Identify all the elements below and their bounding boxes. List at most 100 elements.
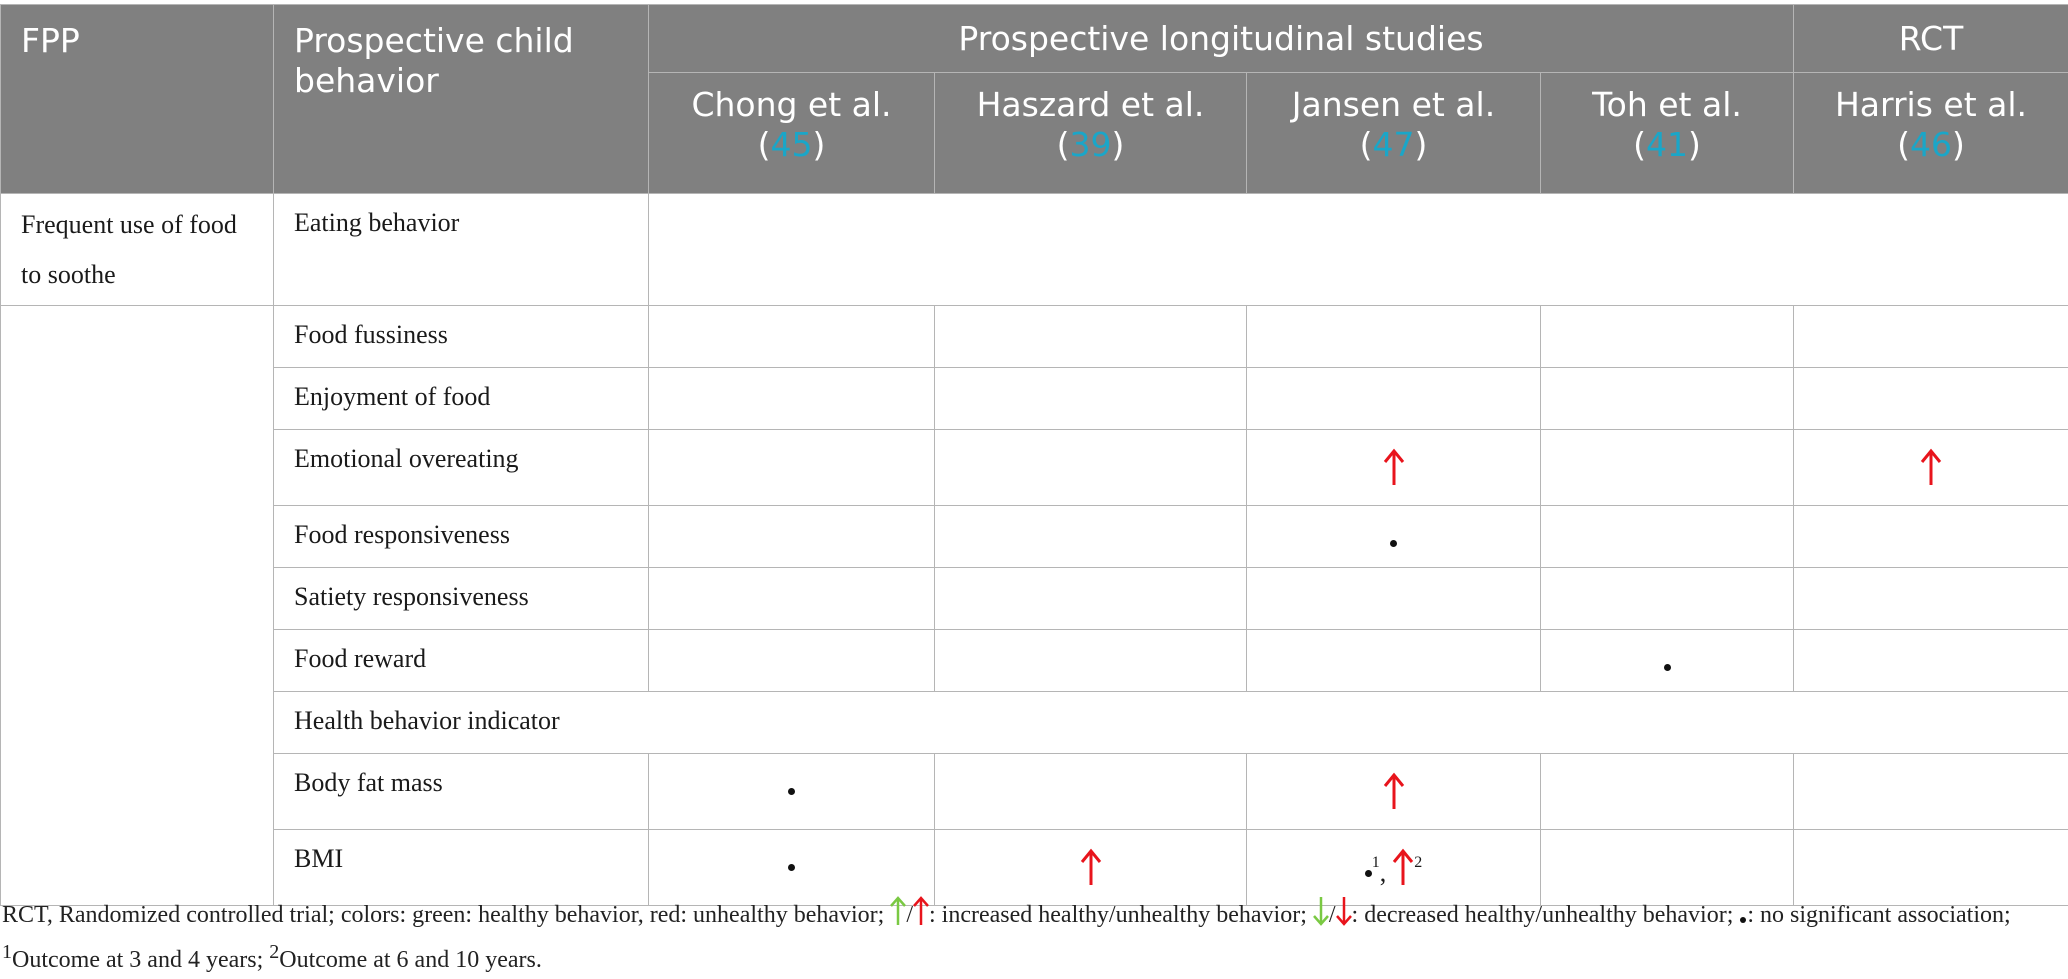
table-row: Body fat mass	[1, 753, 2068, 830]
table-row: Food responsiveness	[1, 505, 2068, 568]
table-container: FPP Prospective child behavior Prospecti…	[0, 4, 2068, 906]
table-row: Emotional overeating	[1, 429, 2068, 506]
result-cell	[648, 367, 935, 430]
study-ref-link[interactable]: 39	[1069, 125, 1112, 164]
section-health-behavior: Health behavior indicator	[273, 691, 2068, 754]
note-text: : decreased healthy/unhealthy behavior;	[1351, 902, 1734, 928]
result-cell	[648, 429, 935, 506]
note-text: RCT, Randomized controlled trial; colors…	[2, 902, 885, 928]
cell-sep: ,	[1379, 858, 1387, 887]
result-cell	[934, 367, 1247, 430]
study-ref-link[interactable]: 47	[1372, 125, 1415, 164]
header-rct-group: RCT	[1793, 4, 2068, 73]
header-study-chong: Chong et al. (45)	[648, 72, 935, 194]
result-cell: 1, 2	[1246, 829, 1541, 906]
result-cell	[648, 305, 935, 368]
table-row: Health behavior indicator	[1, 691, 2068, 754]
result-cell	[648, 505, 935, 568]
result-cell	[934, 829, 1247, 906]
result-cell	[648, 629, 935, 692]
note-sup: 2	[269, 941, 280, 963]
note-text: Outcome at 3 and 4 years;	[12, 947, 264, 973]
behavior-label: Emotional overeating	[273, 429, 649, 506]
header-longitudinal-group: Prospective longitudinal studies	[648, 4, 1794, 73]
results-table: FPP Prospective child behavior Prospecti…	[0, 4, 2068, 906]
fpp-cell: Frequent use of food to soothe	[0, 193, 274, 306]
section-eating-behavior: Eating behavior	[273, 193, 649, 306]
study-name: Harris et al.	[1834, 85, 2028, 124]
empty-cell	[648, 193, 2068, 306]
result-cell	[1793, 505, 2068, 568]
table-row: Satiety responsiveness	[1, 567, 2068, 630]
note-slash: /	[1328, 902, 1336, 928]
behavior-label: Food fussiness	[273, 305, 649, 368]
result-cell	[934, 505, 1247, 568]
result-cell	[1793, 753, 2068, 830]
result-cell	[1793, 629, 2068, 692]
result-cell	[934, 629, 1247, 692]
note-text: : increased healthy/unhealthy behavior;	[929, 902, 1307, 928]
dot-icon	[1739, 902, 1747, 928]
result-cell	[1246, 629, 1541, 692]
cell-sup: 2	[1414, 854, 1423, 871]
table-row: Frequent use of food to soothe Eating be…	[0, 193, 2068, 306]
header-behavior: Prospective child behavior	[273, 4, 649, 194]
table-row: BMI 1, 2	[1, 829, 2068, 906]
note-slash: /	[906, 902, 913, 928]
result-cell	[1246, 505, 1541, 568]
header-study-jansen: Jansen et al. (47)	[1246, 72, 1541, 194]
header-study-haszard: Haszard et al. (39)	[934, 72, 1247, 194]
study-name: Chong et al.	[691, 85, 892, 124]
header-fpp: FPP	[0, 4, 274, 194]
result-cell	[1793, 305, 2068, 368]
dot-icon	[1663, 664, 1671, 671]
result-cell	[1540, 567, 1794, 630]
arrow-down-green-icon	[1312, 897, 1329, 928]
result-cell	[934, 567, 1247, 630]
behavior-label: Food reward	[273, 629, 649, 692]
result-cell	[1540, 429, 1794, 506]
behavior-label: Food responsiveness	[273, 505, 649, 568]
behavior-label: Body fat mass	[273, 753, 649, 830]
note-sup: 1	[2, 941, 12, 963]
arrow-up-red-icon	[1392, 848, 1414, 893]
header-row-2: Chong et al. (45) Haszard et al. (39) Jans…	[1, 72, 2068, 194]
result-cell	[1793, 429, 2068, 506]
result-cell	[1793, 567, 2068, 630]
study-ref-link[interactable]: 45	[770, 125, 813, 164]
table-row: Food fussiness	[0, 305, 2068, 906]
dot-icon	[788, 864, 795, 871]
study-name: Haszard et al.	[976, 85, 1205, 124]
study-ref-link[interactable]: 46	[1910, 125, 1952, 164]
result-cell	[648, 567, 935, 630]
fpp-empty-cell	[0, 305, 274, 906]
result-cell	[1246, 753, 1541, 830]
result-cell	[1540, 505, 1794, 568]
header-row-1: FPP Prospective child behavior Prospecti…	[0, 4, 2068, 194]
result-cell	[1540, 829, 1794, 906]
behavior-label: Enjoyment of food	[273, 367, 649, 430]
study-name: Toh et al.	[1592, 85, 1742, 124]
arrow-up-green-icon	[890, 896, 907, 928]
result-cell	[1246, 429, 1541, 506]
dot-icon	[1364, 870, 1372, 877]
behavior-label: Satiety responsiveness	[273, 567, 649, 630]
result-cell	[1246, 567, 1541, 630]
arrow-up-red-icon	[1920, 448, 1942, 493]
table-row: Enjoyment of food	[1, 367, 2068, 430]
arrow-up-red-icon	[1383, 448, 1405, 493]
note-text: : no significant association;	[1747, 902, 2011, 928]
cell-sup: 1	[1371, 854, 1380, 871]
result-cell	[1246, 367, 1541, 430]
table-row: Food reward	[1, 629, 2068, 692]
result-cell	[1540, 753, 1794, 830]
arrow-down-red-icon	[1335, 897, 1352, 928]
result-cell	[1540, 629, 1794, 692]
result-cell	[1246, 305, 1541, 368]
result-cell	[1540, 367, 1794, 430]
study-ref-link[interactable]: 41	[1646, 125, 1688, 164]
dot-icon	[788, 788, 795, 795]
result-cell	[1793, 367, 2068, 430]
header-study-toh: Toh et al. (41)	[1540, 72, 1794, 194]
note-text: Outcome at 6 and 10 years.	[279, 947, 542, 973]
